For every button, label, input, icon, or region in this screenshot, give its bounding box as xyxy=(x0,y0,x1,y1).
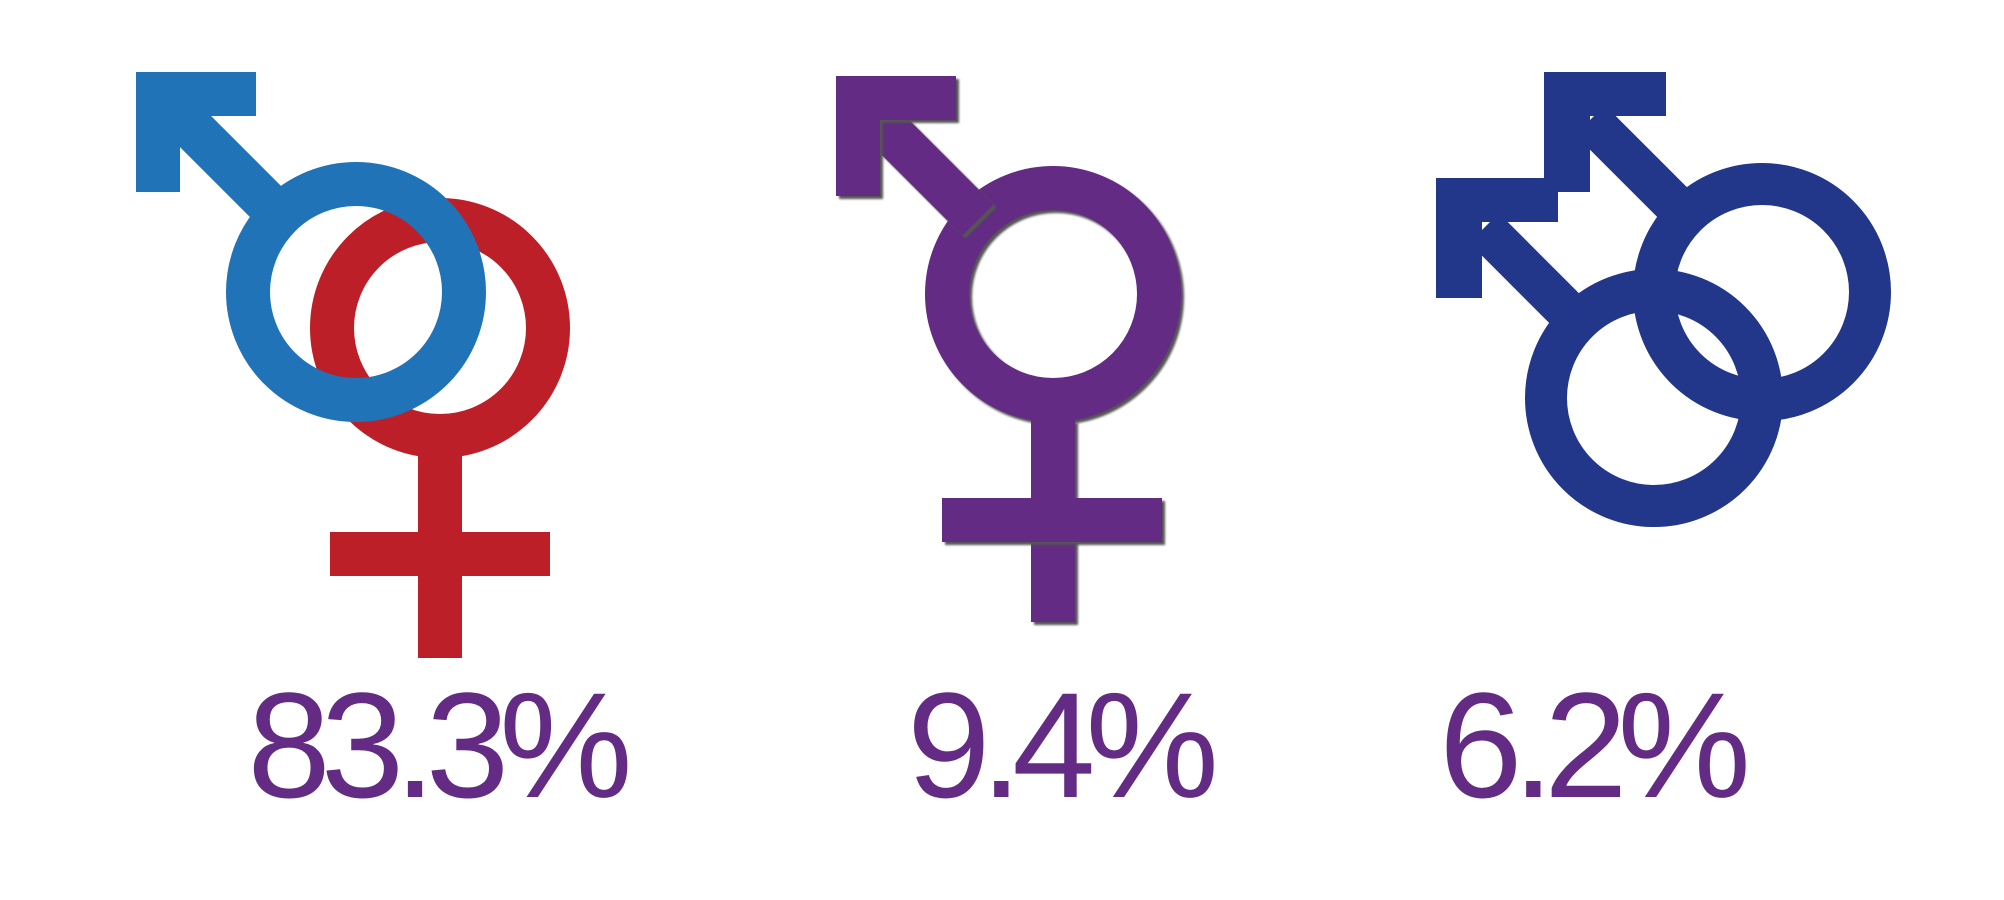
male-symbol-front xyxy=(1436,178,1783,527)
male-symbol-back xyxy=(1544,72,1891,421)
male-symbol xyxy=(136,72,486,422)
trans-symbol xyxy=(836,76,1181,622)
female-symbol xyxy=(310,198,570,658)
stat-panel-transgender: 9.4% xyxy=(700,0,1400,900)
male-male-homosexual-icon xyxy=(1436,72,1891,527)
stat-panel-homosexual: 6.2% xyxy=(1400,0,2004,900)
transgender-male-female-icon xyxy=(836,76,1181,622)
percent-label-heterosexual: 83.3% xyxy=(247,661,632,829)
male-female-heterosexual-icon xyxy=(136,72,570,658)
stat-panel-heterosexual: 83.3% xyxy=(0,0,700,900)
percent-label-transgender: 9.4% xyxy=(907,661,1219,829)
percent-label-homosexual: 6.2% xyxy=(1439,661,1751,829)
